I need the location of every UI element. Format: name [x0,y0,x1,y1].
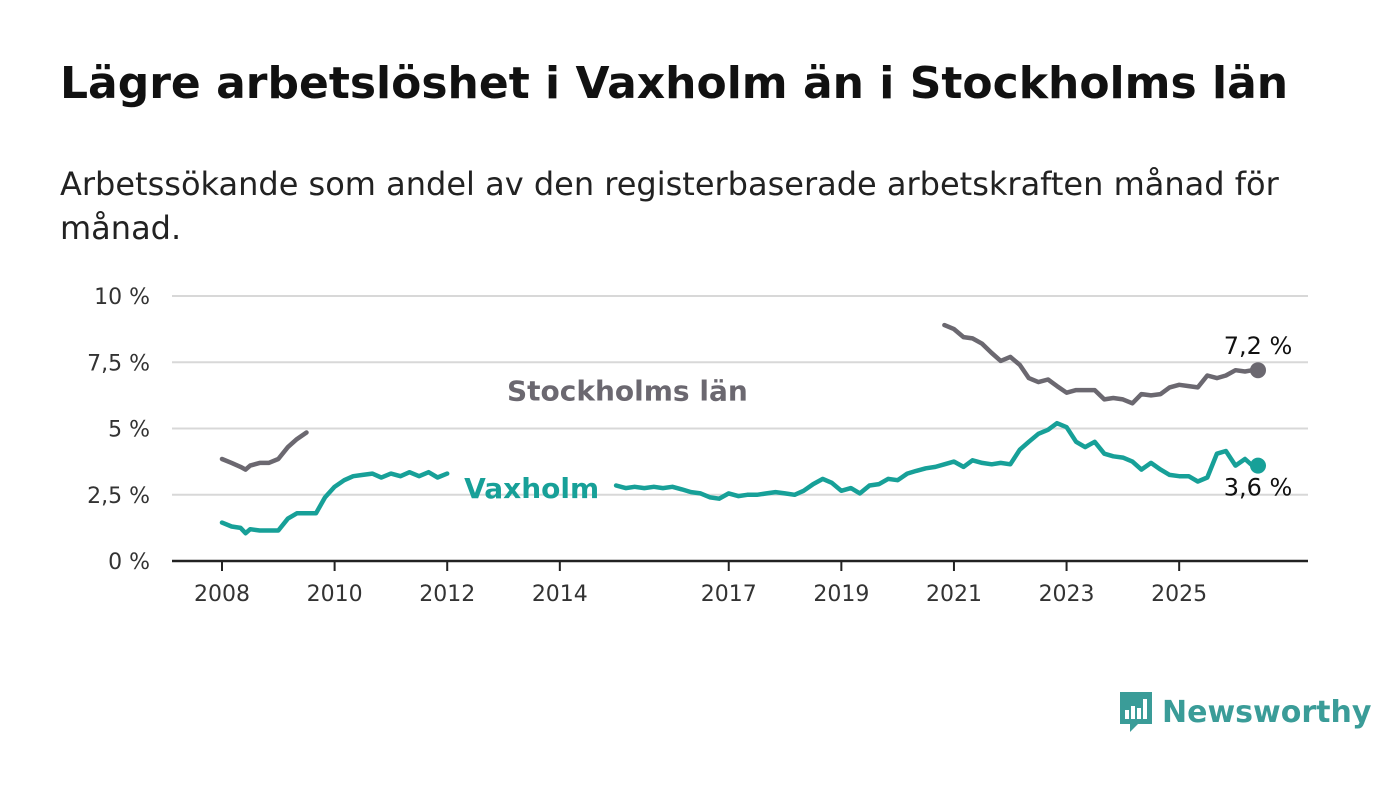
series-labels: Stockholms län 7,2 % Vaxholm 3,6 % [464,332,1292,505]
y-tick-label: 5 % [108,418,150,443]
gridlines [172,295,1308,496]
x-tick-label: 2023 [1039,582,1095,607]
series-end-value-label: 7,2 % [1224,332,1293,360]
x-tick-label: 2017 [701,582,757,607]
x-tick-label: 2021 [926,582,982,607]
x-tick-label: 2014 [532,582,588,607]
chart-subtitle: Arbetssökande som andel av den registerb… [60,165,1279,247]
series-line-stockholms-lan [219,430,309,472]
logo-text: Newsworthy [1162,694,1372,730]
series-line-stockholms-lan [942,322,1261,406]
x-tick-label: 2025 [1151,582,1207,607]
x-tick-label: 2019 [813,582,869,607]
chart-title: Lägre arbetslöshet i Vaxholm än i Stockh… [60,58,1289,109]
x-tick-label: 2010 [307,582,363,607]
x-axis-ticks: 2008 2010 2012 2014 2017 2019 2021 2023 2025 [172,559,1308,607]
series-end-value-label: 3,6 % [1224,474,1293,502]
series-name-label: Vaxholm [464,472,599,505]
x-tick-label: 2008 [194,582,250,607]
series-end-marker [1250,362,1266,379]
y-axis-ticks: 0 % 2,5 % 5 % 7,5 % 10 % [87,285,150,575]
y-tick-label: 7,5 % [87,351,150,376]
newsworthy-logo: Newsworthy [1118,690,1371,734]
bar-chart-speech-bubble-icon [1120,692,1152,732]
series-name-label: Stockholms län [507,375,748,408]
series-lines [219,322,1261,536]
series-end-marker [1250,457,1266,474]
y-tick-label: 2,5 % [87,484,150,509]
x-tick-label: 2012 [419,582,475,607]
series-line-vaxholm [613,420,1261,501]
y-tick-label: 10 % [94,285,150,310]
series-line-vaxholm [219,469,450,536]
y-tick-label: 0 % [108,550,150,575]
